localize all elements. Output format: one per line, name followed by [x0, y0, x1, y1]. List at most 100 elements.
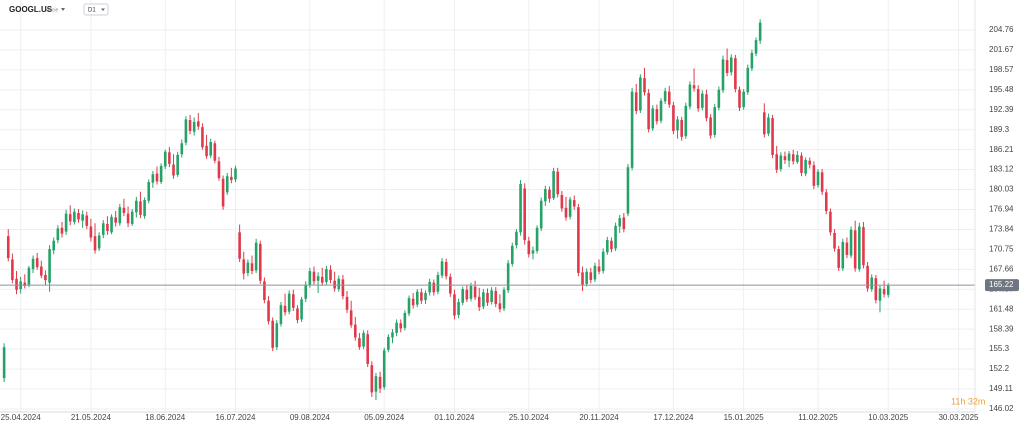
candle-body	[114, 217, 117, 223]
candle-body	[494, 291, 498, 304]
y-tick-label: 198.57	[989, 65, 1014, 74]
symbol-dropdown[interactable]	[61, 8, 65, 11]
candle-body	[225, 176, 229, 193]
candle-body	[267, 300, 270, 322]
symbol: GOOGL.US	[9, 5, 53, 14]
candle-body	[77, 212, 80, 220]
candle-body	[729, 57, 733, 73]
candle-body	[89, 226, 93, 238]
y-tick-label: 167.66	[989, 264, 1014, 273]
y-tick-label: 195.48	[989, 85, 1014, 94]
candle-body	[763, 112, 766, 135]
candle-body	[626, 167, 630, 214]
candle-body	[461, 289, 465, 303]
candle-body	[349, 310, 353, 326]
candle-body	[878, 288, 882, 301]
candle-body	[837, 249, 840, 268]
y-tick-label: 189.3	[989, 125, 1010, 134]
candle-body	[60, 227, 64, 234]
candle-body	[783, 156, 787, 161]
candle-body	[283, 305, 287, 313]
candle-body	[64, 213, 68, 232]
candle-body	[667, 91, 671, 105]
candle-body	[176, 154, 179, 175]
candle-body	[469, 285, 473, 299]
candle-body	[126, 213, 130, 224]
candle-body	[886, 285, 890, 295]
candle-body	[163, 151, 167, 167]
y-tick-label: 201.67	[989, 45, 1014, 54]
candle-body	[791, 154, 795, 162]
candle-body	[353, 324, 357, 338]
candle-body	[345, 296, 349, 310]
candle-body	[585, 271, 588, 284]
candle-body	[325, 269, 328, 282]
candle-body	[188, 120, 192, 132]
candle-body	[242, 259, 246, 274]
candle-body	[250, 263, 254, 272]
candle-body	[634, 92, 638, 112]
y-tick-label: 186.21	[989, 145, 1014, 154]
candle-body	[845, 242, 849, 255]
candle-body	[775, 154, 778, 170]
candle-body	[81, 214, 84, 221]
candle-body	[457, 302, 460, 315]
candle-body	[296, 308, 299, 321]
candle-body	[44, 274, 47, 281]
candle-body	[647, 92, 650, 130]
candle-body	[552, 171, 555, 199]
candle-body	[853, 230, 857, 269]
candle-body	[804, 160, 807, 174]
candle-body	[725, 60, 729, 73]
candle-body	[271, 320, 274, 348]
candle-body	[444, 262, 448, 277]
candle-body	[696, 89, 700, 109]
candle-body	[684, 105, 688, 137]
candle-body	[234, 168, 237, 180]
candle-body	[610, 240, 613, 250]
candle-body	[841, 242, 845, 269]
candle-body	[490, 290, 493, 302]
candle-body	[482, 292, 485, 307]
candle-body	[767, 117, 770, 134]
candle-body	[672, 105, 675, 132]
x-tick-label: 17.12.2024	[653, 413, 694, 422]
candle-body	[581, 272, 584, 285]
current-price-box	[985, 279, 1019, 292]
candle-body	[688, 84, 692, 107]
candle-body	[304, 284, 308, 299]
candle-body	[440, 261, 444, 276]
candle-body	[630, 91, 634, 168]
timeframe: D1	[88, 8, 96, 14]
candle-body	[548, 189, 551, 199]
candle-body	[31, 258, 35, 270]
candle-body	[593, 265, 597, 280]
x-tick-label: 21.05.2024	[71, 413, 112, 422]
candle-body	[263, 281, 266, 301]
timeframe-button[interactable]	[83, 3, 109, 16]
candle-body	[275, 323, 279, 348]
x-tick-label: 15.01.2025	[724, 413, 765, 422]
candle-body	[870, 277, 874, 290]
candle-body	[135, 200, 138, 213]
x-tick-label: 20.11.2024	[579, 413, 619, 422]
candle-body	[151, 174, 155, 183]
labels: 146.02149.11152.2155.3158.39161.48164.57…	[1, 25, 1019, 422]
x-tick-label: 11.02.2025	[798, 413, 838, 422]
candle-body	[221, 178, 225, 207]
candle-body	[643, 78, 646, 93]
candle-body	[407, 298, 411, 314]
candle-body	[779, 155, 783, 170]
candle-body	[15, 278, 18, 290]
candle-body	[589, 272, 593, 281]
x-tick-label: 01.10.2024	[434, 413, 475, 422]
candle-body	[23, 282, 27, 286]
candle-body	[358, 338, 361, 348]
candle-body	[519, 183, 522, 233]
candle-body	[622, 217, 626, 230]
candle-body	[750, 52, 754, 69]
candle-body	[564, 207, 568, 218]
y-tick-label: 173.84	[989, 225, 1014, 234]
candle-body	[424, 292, 427, 301]
